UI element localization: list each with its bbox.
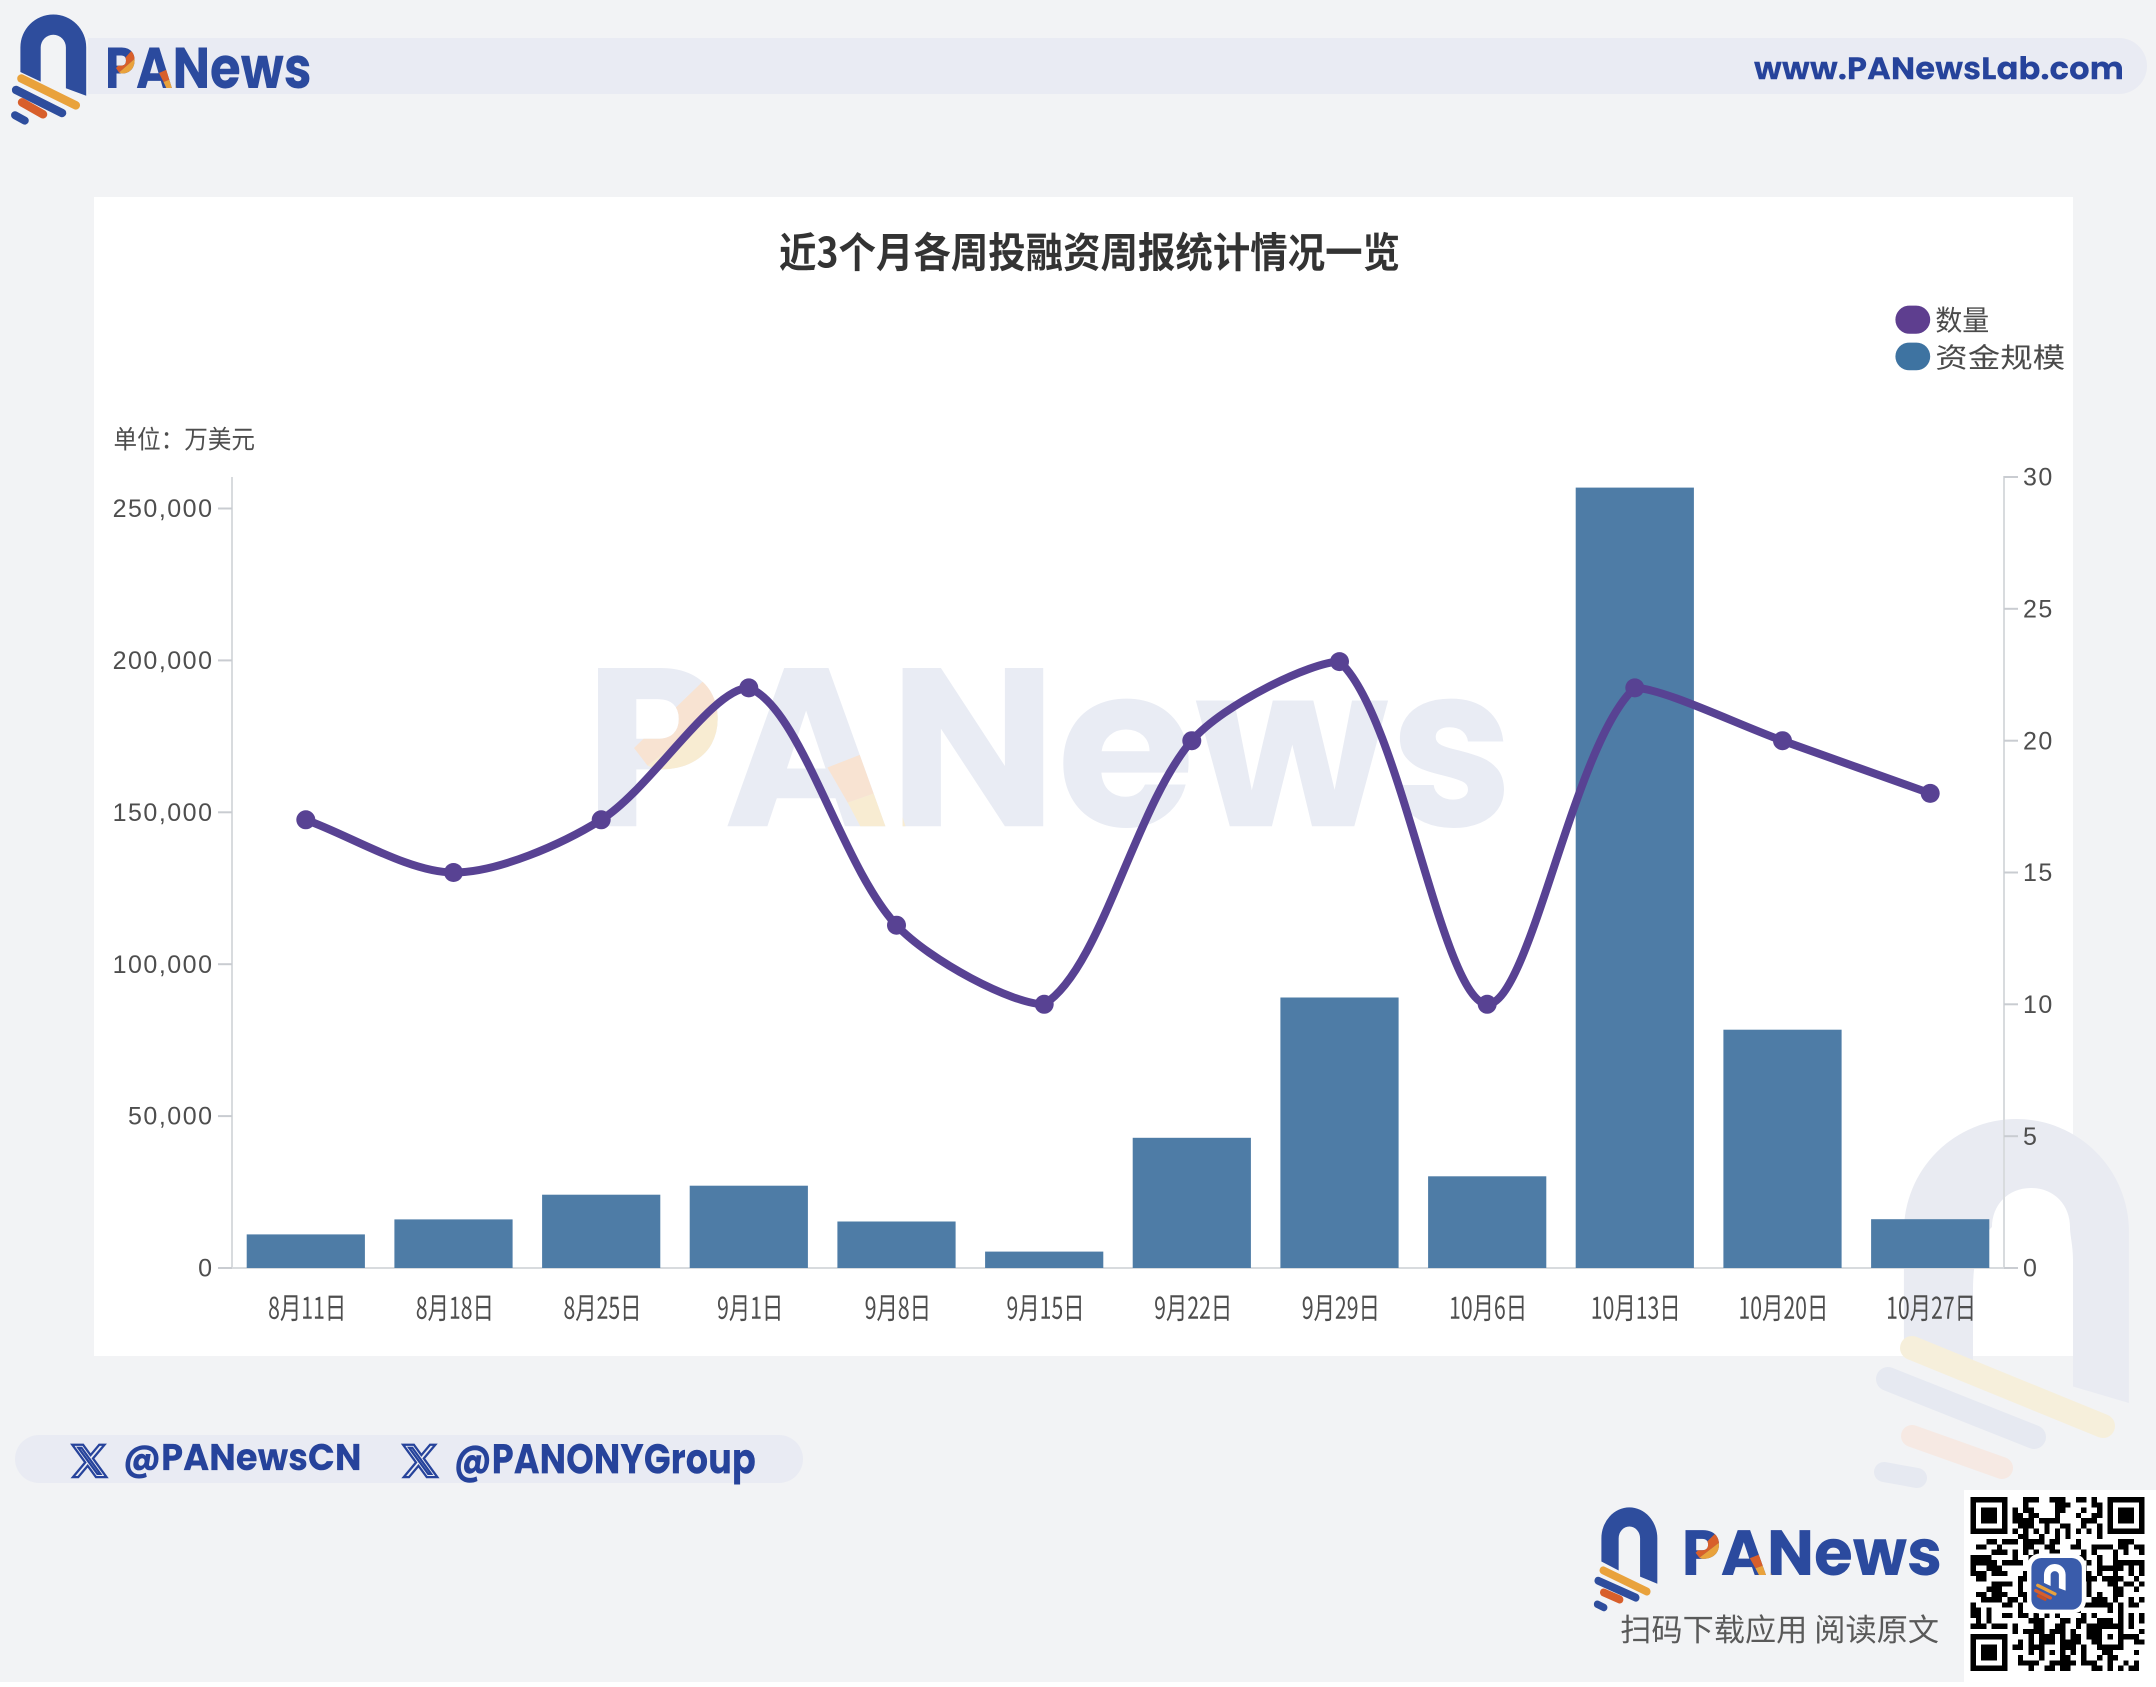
svg-text:50,000: 50,000: [128, 1103, 213, 1131]
svg-text:0: 0: [198, 1255, 213, 1283]
svg-text:30: 30: [2023, 464, 2054, 492]
svg-text:150,000: 150,000: [113, 799, 214, 827]
svg-text:20: 20: [2023, 727, 2054, 755]
svg-text:10: 10: [2023, 991, 2054, 1019]
svg-text:15: 15: [2023, 859, 2054, 887]
svg-text:25: 25: [2023, 595, 2054, 623]
svg-text:100,000: 100,000: [113, 951, 214, 979]
svg-text:0: 0: [2023, 1255, 2038, 1283]
svg-text:200,000: 200,000: [113, 647, 214, 675]
svg-text:250,000: 250,000: [113, 495, 214, 523]
svg-text:5: 5: [2023, 1123, 2038, 1151]
